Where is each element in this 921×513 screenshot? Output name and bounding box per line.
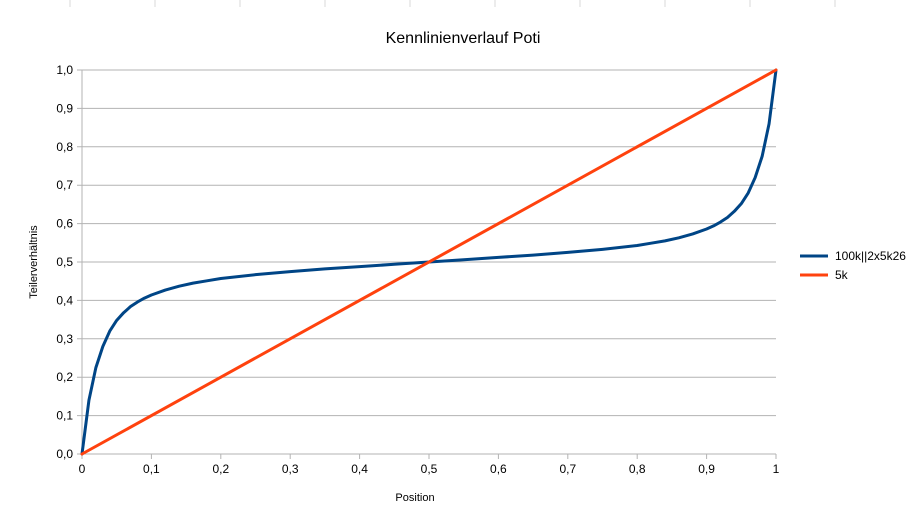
y-tick-label: 0,8: [56, 140, 73, 154]
y-tick-label: 0,1: [56, 409, 73, 423]
y-tick-label: 0,6: [56, 217, 73, 231]
x-tick-label: 0,5: [421, 462, 438, 476]
y-tick-label: 0,4: [56, 293, 73, 307]
x-tick-label: 0,6: [490, 462, 507, 476]
axes: [81, 70, 777, 459]
y-tick-label: 0,3: [56, 332, 73, 346]
x-tick-label: 0,3: [282, 462, 299, 476]
y-tick-labels: 0,0 0,1 0,2 0,3 0,4 0,5 0,6 0,7 0,8 0,9 1,0: [56, 63, 73, 461]
y-tick-label: 0,0: [56, 447, 73, 461]
x-tick-label: 0,4: [351, 462, 368, 476]
x-tick-label: 1: [773, 462, 780, 476]
y-tick-label: 0,7: [56, 178, 73, 192]
y-tick-label: 0,2: [56, 370, 73, 384]
series-lines: [80, 68, 778, 456]
y-axis-title: Teilerverhältnis: [28, 225, 40, 299]
x-axis-title: Position: [395, 492, 434, 504]
x-tick-label: 0,1: [143, 462, 160, 476]
x-tick-labels: 0 0,1 0,2 0,3 0,4 0,5 0,6 0,7 0,8 0,9 1: [79, 462, 780, 476]
x-tick-label: 0,7: [559, 462, 576, 476]
legend: 100k||2x5k26 5k: [800, 249, 906, 282]
series-line-1: [80, 68, 778, 456]
x-tick-label: 0,8: [629, 462, 646, 476]
x-tick-label: 0: [79, 462, 86, 476]
y-tick-label: 0,9: [56, 101, 73, 115]
chart-title: Kennlinienverlauf Poti: [386, 30, 541, 47]
top-edge-ticks: [69, 0, 836, 7]
y-tick-label: 1,0: [56, 63, 73, 77]
x-tick-label: 0,2: [212, 462, 229, 476]
legend-label-0: 100k||2x5k26: [835, 249, 906, 263]
legend-label-1: 5k: [835, 268, 849, 282]
x-tick-label: 0,9: [698, 462, 715, 476]
y-tick-label: 0,5: [56, 255, 73, 269]
